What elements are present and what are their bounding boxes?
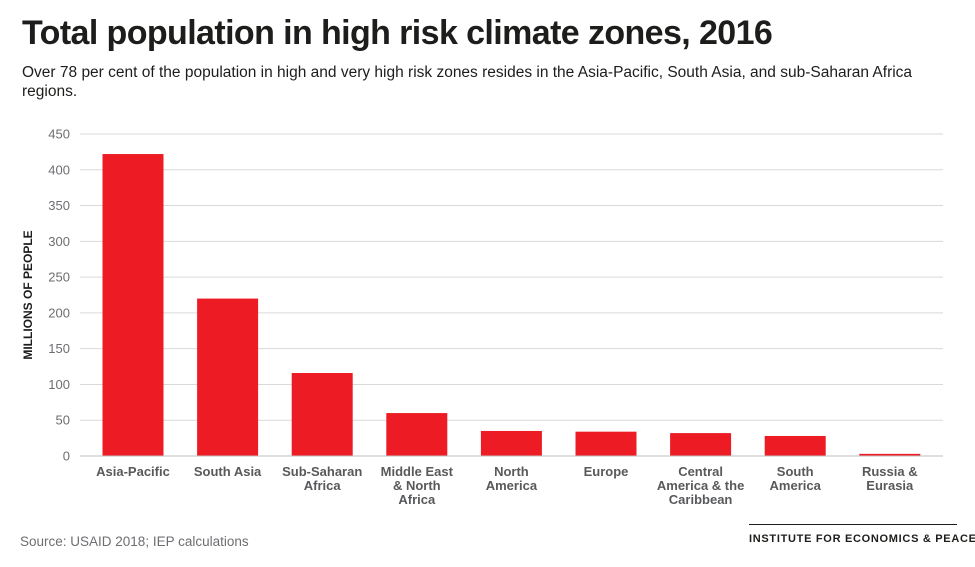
x-tick-label: South America: [770, 464, 822, 493]
y-axis-title: MILLIONS OF PEOPLE: [21, 230, 35, 359]
y-tick-label: 350: [48, 198, 70, 213]
y-tick-label: 200: [48, 305, 70, 320]
bar: [197, 298, 259, 456]
y-tick-label: 300: [48, 234, 70, 249]
chart-title: Total population in high risk climate zo…: [22, 14, 773, 52]
bar: [386, 413, 448, 456]
y-tick-label: 400: [48, 162, 70, 177]
y-tick-label: 100: [48, 377, 70, 392]
x-tick-label: South Asia: [194, 464, 262, 479]
bar: [764, 435, 826, 456]
bar: [291, 372, 353, 456]
y-tick-label: 0: [63, 449, 70, 464]
x-tick-label: Russia & Eurasia: [862, 464, 918, 493]
y-tick-label: 450: [48, 127, 70, 142]
brand-logo-text: INSTITUTE FOR ECONOMICS & PEACE: [749, 524, 975, 545]
bar: [670, 433, 732, 456]
y-tick-label: 50: [56, 413, 70, 428]
x-tick-label: Europe: [584, 464, 629, 479]
x-tick-label: Asia-Pacific: [96, 464, 170, 479]
y-tick-label: 250: [48, 270, 70, 285]
bar: [480, 430, 542, 456]
x-tick-label: Middle East & North Africa: [381, 464, 454, 507]
bar: [859, 453, 921, 456]
source-note: Source: USAID 2018; IEP calculations: [20, 534, 249, 549]
x-tick-label: Sub-Saharan Africa: [282, 464, 362, 493]
y-tick-label: 150: [48, 341, 70, 356]
bar: [575, 431, 637, 456]
chart-subtitle: Over 78 per cent of the population in hi…: [22, 64, 913, 100]
bar-chart: 0 50 100 150 200 250 300 350 400 450 Asia-Pacific S…: [21, 127, 943, 507]
bar: [102, 154, 164, 456]
x-tick-label: North America: [486, 464, 538, 493]
x-tick-label: Central America & the Caribbean: [657, 464, 744, 507]
